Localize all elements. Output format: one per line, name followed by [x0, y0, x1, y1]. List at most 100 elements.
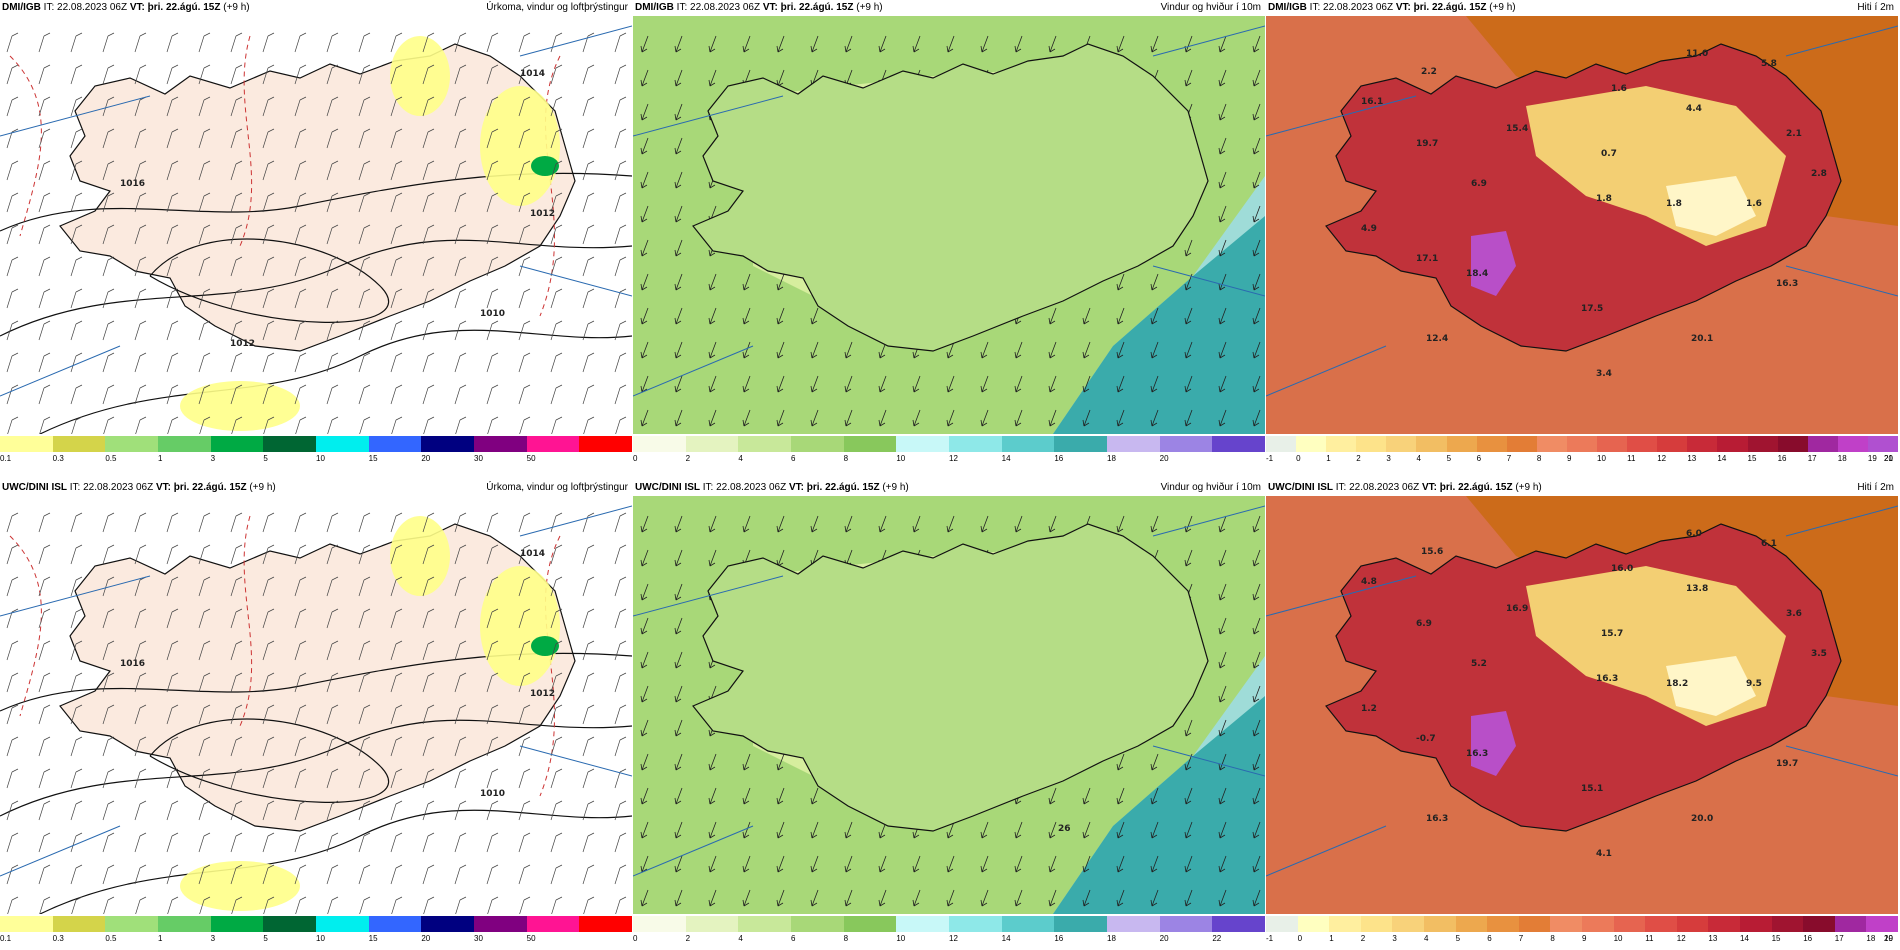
map-area[interactable]: 11.0 5.8 2.2 1.6 16.1 4.4 15.4 2.1 19.7 0.7 2.8 6.9…	[1266, 16, 1898, 434]
wind-arrow	[1252, 171, 1261, 189]
wind-barb	[358, 544, 371, 565]
legend-labels: -1 0 1 2 3 4 5 6 7 8 9 10 11 12 13 14 15 16 17 18 19 20	[1266, 934, 1898, 944]
wind-arrow	[1048, 409, 1057, 427]
wind-barb	[358, 288, 371, 309]
legend-swatch	[1266, 436, 1297, 452]
wind-arrow	[1116, 787, 1125, 805]
wind-barb	[358, 832, 371, 853]
wind-barb	[358, 352, 371, 373]
wind-barb	[102, 800, 115, 821]
wind-barb	[422, 800, 435, 821]
wind-barb	[6, 160, 19, 181]
wind-barb	[454, 320, 467, 341]
map-area[interactable]: 6.0 6.1 15.6 16.0 4.8 13.8 16.9 3.6 6.9 15.7 3.5 5.…	[1266, 496, 1898, 914]
wind-arrow	[1218, 239, 1227, 257]
map-value-label: 2.2	[1421, 67, 1437, 77]
wind-barb	[550, 352, 563, 373]
temperature-isoline	[239, 35, 253, 247]
map-value-label: 4.1	[1596, 849, 1612, 859]
wind-arrow	[742, 515, 751, 533]
wind-barb	[198, 352, 211, 373]
wind-barb	[6, 256, 19, 277]
legend-labels: 0.1 0.3 0.5 1 3 5 10 15 20 30 50	[0, 934, 632, 944]
wind-barb	[38, 832, 51, 853]
wind-arrow	[674, 103, 683, 121]
wind-barb	[262, 96, 275, 117]
graticule-line	[1266, 575, 1417, 617]
map-area[interactable]: 1016 1014 1012 1010	[0, 496, 632, 914]
legend-label: -1	[1266, 454, 1274, 463]
map-value-label: 1016	[120, 179, 145, 189]
wind-barb	[198, 32, 211, 53]
wind-barb	[230, 352, 243, 373]
wind-barb	[486, 608, 499, 629]
wind-barb	[454, 576, 467, 597]
wind-barb	[294, 224, 307, 245]
wind-arrow	[640, 549, 649, 567]
wind-barb	[326, 640, 339, 661]
wind-barb	[358, 96, 371, 117]
wind-barb	[198, 512, 211, 533]
legend-swatch	[633, 436, 686, 452]
wind-arrow	[1218, 409, 1227, 427]
wind-barb	[103, 896, 115, 914]
legend-label: 9	[1566, 454, 1572, 463]
panel-title: Hiti í 2m	[1857, 482, 1894, 493]
wind-arrow	[674, 719, 683, 737]
wind-arrow	[1116, 889, 1125, 907]
map-area[interactable]: 1016 1014 1012 1010 1012	[0, 16, 632, 434]
legend-swatch	[1446, 436, 1477, 452]
panel-title: Úrkoma, vindur og loftþrýstingur	[486, 482, 628, 493]
map-value-label: 3.4	[1596, 369, 1612, 379]
legend-label: 20	[1159, 934, 1169, 943]
legend-label: 11	[1645, 934, 1654, 943]
wind-arrow	[674, 409, 683, 427]
wind-barb	[582, 800, 595, 821]
wind-barb	[390, 544, 403, 565]
map-value-label: 1.8	[1596, 194, 1612, 204]
wind-barb	[391, 896, 403, 914]
wind-barb	[486, 288, 499, 309]
wind-arrow	[776, 753, 785, 771]
wind-barb	[166, 96, 179, 117]
wind-barb	[518, 576, 531, 597]
legend-swatch	[1803, 916, 1835, 932]
isobar	[0, 719, 632, 817]
wind-barb	[70, 288, 83, 309]
map-value-label: 16.3	[1776, 279, 1798, 289]
legend-label: 11	[1627, 454, 1636, 463]
wind-barb	[582, 640, 595, 661]
wind-barb	[38, 288, 51, 309]
wind-barb	[518, 96, 531, 117]
graticule-line	[1152, 505, 1265, 537]
wind-barb	[454, 864, 467, 885]
wind-barb	[102, 352, 115, 373]
legend-label: 10	[896, 454, 906, 463]
wind-barb	[38, 192, 51, 213]
panel-header-left: DMI/IGB IT: 22.08.2023 06Z VT: þri. 22.á…	[1268, 0, 1516, 16]
wind-barb	[550, 640, 563, 661]
wind-barb	[519, 896, 531, 914]
panel-header: DMI/IGB IT: 22.08.2023 06Z VT: þri. 22.á…	[1266, 0, 1898, 16]
wind-barb	[359, 416, 371, 434]
legend-swatch	[1739, 916, 1772, 932]
panel-precip-dmi: DMI/IGB IT: 22.08.2023 06Z VT: þri. 22.á…	[0, 0, 633, 470]
wind-arrow	[1218, 515, 1227, 533]
wind-arrow	[878, 515, 887, 533]
wind-arrow	[1150, 409, 1159, 427]
legend-swatch	[579, 916, 633, 932]
init-time: IT: 22.08.2023 06Z	[1309, 2, 1394, 13]
wind-barb	[326, 832, 339, 853]
wind-arrow	[1218, 205, 1227, 223]
isobar	[149, 238, 390, 323]
legend-swatch	[263, 916, 317, 932]
legend-swatch	[421, 436, 475, 452]
wind-arrow	[674, 273, 683, 291]
legend-label: 0	[633, 934, 638, 943]
wind-barb	[486, 352, 499, 373]
wind-barb	[358, 512, 371, 533]
map-area[interactable]: 26	[633, 496, 1265, 914]
panel-title: Vindur og hviður í 10m	[1160, 482, 1261, 493]
map-area[interactable]	[633, 16, 1265, 434]
panel-header-left: DMI/IGB IT: 22.08.2023 06Z VT: þri. 22.á…	[635, 0, 883, 16]
